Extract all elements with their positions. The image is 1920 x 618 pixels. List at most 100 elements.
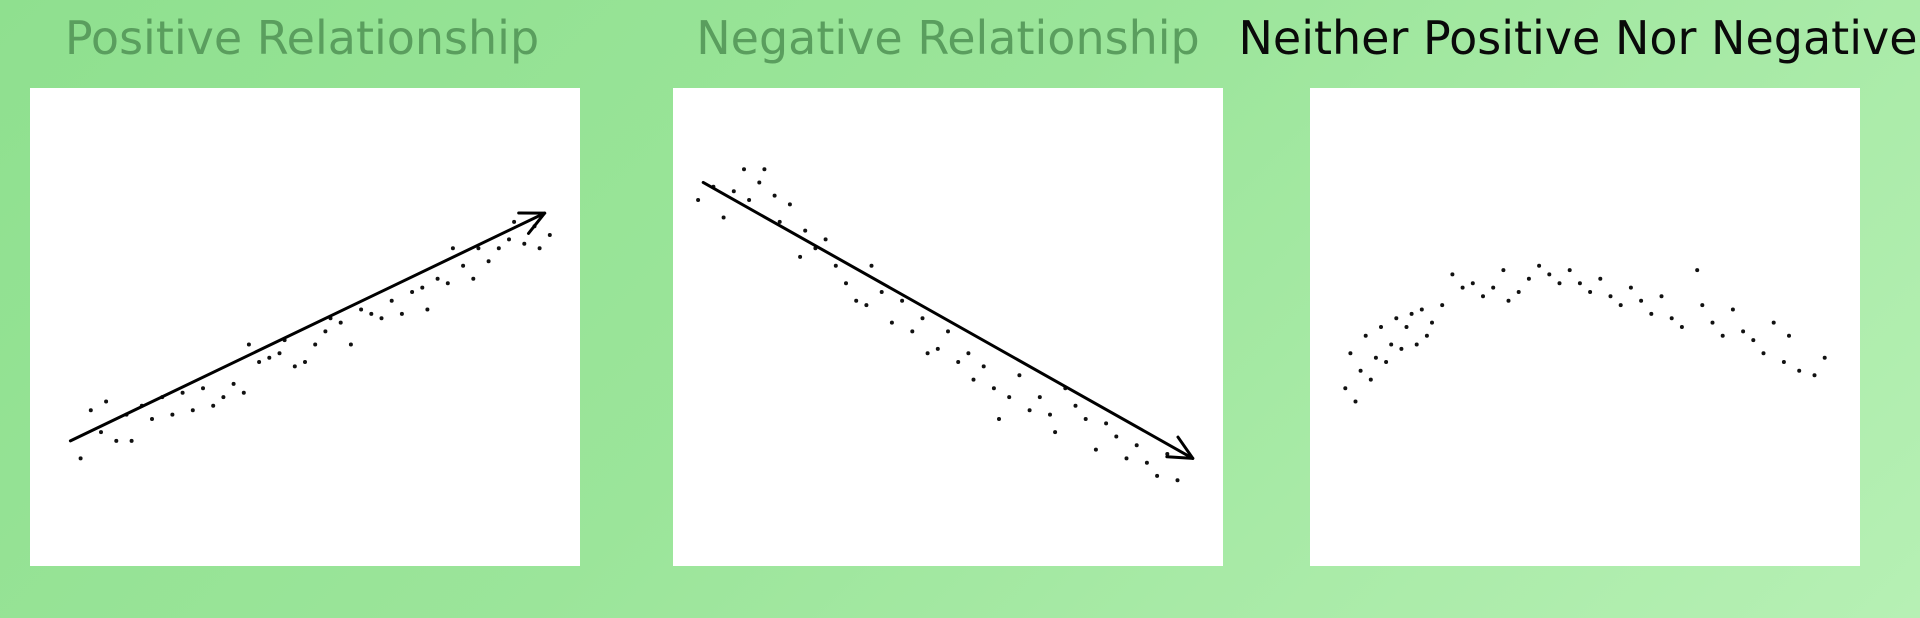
data-point xyxy=(231,381,236,386)
neither-scatter-plot xyxy=(1343,263,1827,404)
data-point xyxy=(1414,342,1419,347)
data-point xyxy=(486,259,491,264)
data-point xyxy=(221,395,226,400)
data-point xyxy=(323,329,328,334)
data-point xyxy=(742,167,746,172)
data-point xyxy=(1379,325,1383,329)
data-point xyxy=(1363,333,1368,338)
data-point xyxy=(78,456,83,461)
data-point xyxy=(1669,316,1674,321)
data-point xyxy=(1516,290,1521,294)
data-point xyxy=(1017,373,1022,378)
data-point xyxy=(1430,320,1434,325)
data-point xyxy=(935,346,940,351)
data-point xyxy=(1348,351,1353,356)
data-point xyxy=(150,417,154,421)
data-point xyxy=(435,276,440,281)
data-point xyxy=(925,351,930,356)
data-point xyxy=(1771,320,1776,325)
chart-title-negative: Negative Relationship xyxy=(696,11,1200,65)
data-point xyxy=(946,329,950,334)
data-point xyxy=(496,246,501,251)
data-point xyxy=(956,360,961,364)
data-point xyxy=(854,298,859,303)
data-point xyxy=(997,417,1001,421)
data-point xyxy=(1409,311,1414,316)
data-point xyxy=(823,237,828,242)
data-point xyxy=(787,202,792,207)
data-point xyxy=(747,198,752,202)
data-point xyxy=(303,360,307,364)
data-point xyxy=(1384,360,1389,364)
data-point xyxy=(522,241,527,246)
data-point xyxy=(338,320,343,325)
data-point xyxy=(1526,276,1531,281)
data-point xyxy=(966,351,971,356)
data-point xyxy=(410,290,415,294)
data-point xyxy=(425,307,430,312)
data-point xyxy=(1353,399,1358,404)
data-point xyxy=(772,193,777,198)
data-point xyxy=(1659,294,1664,299)
data-point xyxy=(1007,395,1012,400)
data-point xyxy=(910,329,915,334)
data-point xyxy=(1741,329,1746,334)
trend-arrow-line xyxy=(701,180,1195,460)
trend-arrow-line xyxy=(68,211,547,443)
data-point xyxy=(1695,268,1700,273)
data-point xyxy=(777,219,782,224)
data-point xyxy=(359,307,364,312)
data-point xyxy=(170,412,175,417)
data-point xyxy=(1639,298,1644,303)
data-point xyxy=(129,438,134,443)
data-point xyxy=(1124,456,1129,461)
data-point xyxy=(201,386,205,391)
data-point xyxy=(369,311,374,316)
data-point xyxy=(869,263,874,268)
data-point xyxy=(1491,285,1496,290)
data-point xyxy=(471,276,476,281)
data-point xyxy=(900,298,905,303)
data-point xyxy=(1373,355,1378,360)
data-point xyxy=(461,263,466,268)
data-point xyxy=(1053,430,1058,435)
negative-scatter-plot xyxy=(696,167,1195,483)
data-point xyxy=(1720,333,1725,338)
data-point xyxy=(1450,272,1455,277)
data-point xyxy=(190,408,195,413)
data-point xyxy=(798,254,803,259)
data-point xyxy=(1144,460,1149,465)
data-point xyxy=(803,228,808,233)
data-point xyxy=(1812,373,1817,378)
data-point xyxy=(389,298,394,303)
data-point xyxy=(512,219,517,224)
data-point xyxy=(1797,368,1802,373)
data-point xyxy=(88,408,93,413)
trend-arrow-head xyxy=(517,211,547,235)
data-point xyxy=(1155,473,1160,478)
data-point xyxy=(1679,325,1684,329)
data-point xyxy=(1577,281,1582,286)
data-point xyxy=(1710,320,1715,325)
data-point xyxy=(1093,447,1098,452)
data-point xyxy=(1567,268,1572,273)
data-point xyxy=(507,237,511,242)
data-point xyxy=(1700,303,1705,308)
data-point xyxy=(864,303,869,308)
neither-scatter-panel xyxy=(1310,88,1860,566)
data-point xyxy=(211,403,216,408)
data-point xyxy=(1175,478,1180,483)
data-point xyxy=(1730,307,1735,312)
data-point xyxy=(450,246,455,251)
positive-scatter-plot xyxy=(68,211,552,461)
data-point xyxy=(1389,342,1394,347)
positive-scatter-panel xyxy=(30,88,580,566)
data-point xyxy=(991,386,996,391)
data-point xyxy=(313,342,318,347)
data-point xyxy=(1048,412,1052,417)
data-point xyxy=(889,320,894,325)
data-point xyxy=(879,290,884,294)
data-point xyxy=(1165,452,1170,456)
data-point xyxy=(1618,303,1623,308)
data-point xyxy=(246,342,251,347)
